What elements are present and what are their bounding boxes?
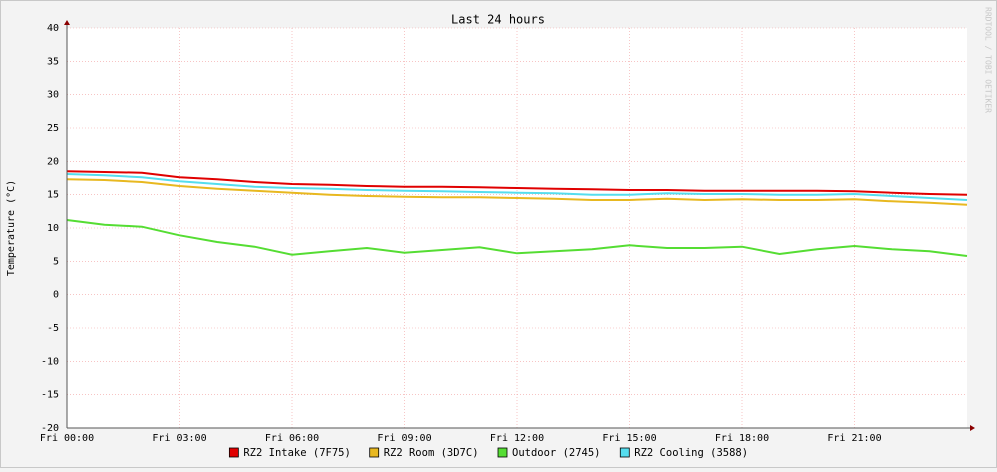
watermark: RRDTOOL / TOBI OETIKER (984, 7, 993, 113)
y-tick-label: 25 (47, 123, 59, 134)
x-tick-label: Fri 09:00 (377, 433, 431, 444)
y-tick-label: 0 (53, 290, 59, 301)
legend-swatch (369, 447, 380, 458)
y-tick-label: 40 (47, 23, 59, 34)
x-tick-label: Fri 00:00 (40, 433, 94, 444)
series-line (66, 219, 968, 257)
legend-swatch (619, 447, 630, 458)
x-tick-label: Fri 12:00 (490, 433, 544, 444)
lines (66, 170, 968, 257)
y-tick-label: -15 (41, 390, 59, 401)
x-tick-label: Fri 21:00 (827, 433, 881, 444)
y-tick-label: 15 (47, 190, 59, 201)
x-tick-label: Fri 06:00 (265, 433, 319, 444)
y-tick-label: -20 (41, 423, 59, 434)
y-tick-label: -5 (47, 323, 59, 334)
legend-swatch (497, 447, 508, 458)
x-tick-label: Fri 18:00 (715, 433, 769, 444)
x-tick-label: Fri 15:00 (602, 433, 656, 444)
legend-label: Outdoor (2745) (512, 447, 601, 459)
x-tick-label: Fri 03:00 (152, 433, 206, 444)
legend: RZ2 Intake (7F75) RZ2 Room (3D7C) Outdoor … (228, 447, 748, 459)
y-axis-label: Temperature (°C) (6, 180, 17, 276)
y-tick-label: 20 (47, 156, 59, 167)
x-arrow (970, 425, 975, 431)
y-tick-label: 35 (47, 56, 59, 67)
y-tick-label: -10 (41, 356, 59, 367)
legend-swatch (228, 447, 239, 458)
chart-title: Last 24 hours (451, 13, 545, 27)
legend-label: RZ2 Intake (7F75) (243, 447, 350, 459)
y-tick-label: 5 (53, 256, 59, 267)
legend-label: RZ2 Room (3D7C) (384, 447, 479, 459)
series-line (66, 178, 968, 206)
series-line (66, 173, 968, 201)
grid (66, 27, 967, 429)
y-arrow (64, 20, 70, 25)
legend-label: RZ2 Cooling (3588) (634, 447, 748, 459)
y-tick-label: 10 (47, 223, 59, 234)
y-tick-label: 30 (47, 90, 59, 101)
series-line (66, 170, 968, 196)
